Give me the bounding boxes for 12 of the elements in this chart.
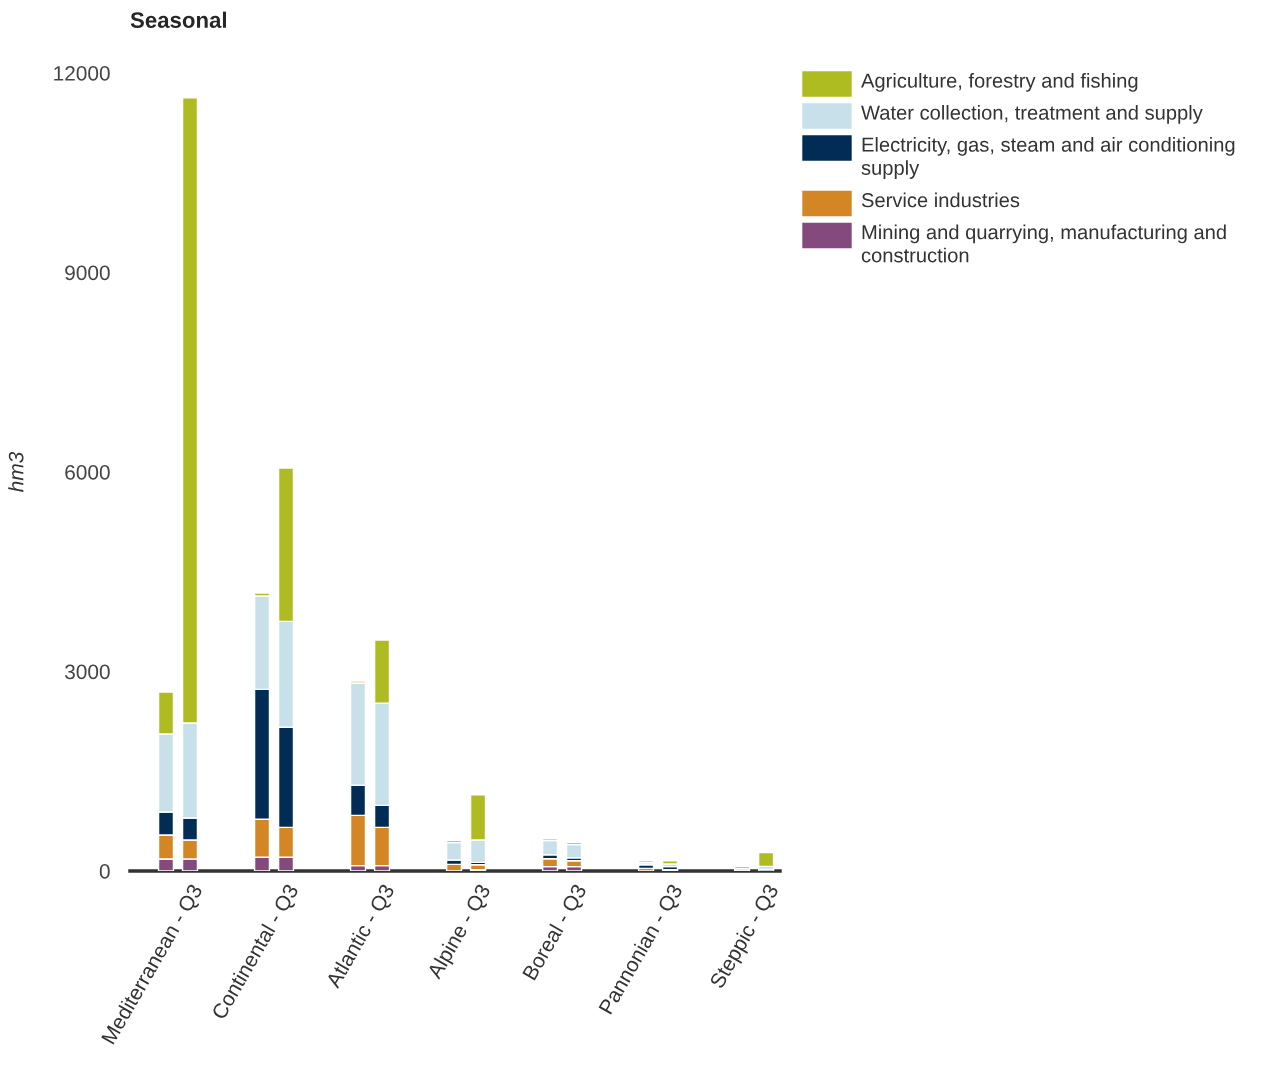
y-tick-label: 0 xyxy=(99,864,110,879)
y-tick-label: 6000 xyxy=(65,465,110,480)
legend-label: Electricity, gas, steam and air conditioning supply xyxy=(861,137,1235,179)
legend-label: Agriculture, forestry and fishing xyxy=(861,73,1138,92)
y-tick-label: 3000 xyxy=(65,664,110,680)
legend-label: Water collection, treatment and supply xyxy=(861,105,1203,124)
legend-label: Service industries xyxy=(861,192,1020,208)
y-tick-label: 12000 xyxy=(54,66,110,81)
y-tick-label: 9000 xyxy=(65,265,110,281)
legend-label: Mining and quarrying, manufacturing and construction xyxy=(861,224,1226,263)
y-axis-title: hm3 xyxy=(8,451,24,492)
chart-title: Seasonal xyxy=(130,11,227,28)
